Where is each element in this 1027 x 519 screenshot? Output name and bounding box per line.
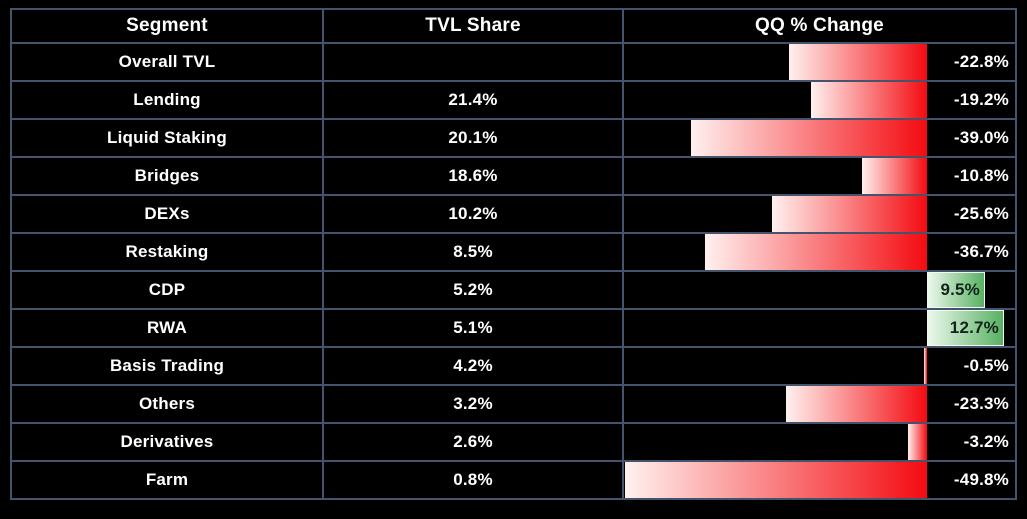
qq-change-cell: -23.3% <box>624 386 1015 422</box>
table-row: Liquid Staking 20.1% -39.0% <box>12 118 1015 156</box>
table-row: Farm 0.8% -49.8% <box>12 460 1015 498</box>
tvl-share-value: 3.2% <box>324 386 624 422</box>
tvl-share-value: 5.1% <box>324 310 624 346</box>
qq-change-bar <box>772 196 927 232</box>
qq-change-value: -23.3% <box>953 394 1009 413</box>
tvl-share-value: 0.8% <box>324 462 624 498</box>
qq-change-bar <box>625 462 927 498</box>
qq-change-bar <box>789 44 927 80</box>
qq-change-cell: -10.8% <box>624 158 1015 194</box>
qq-change-cell: -49.8% <box>624 462 1015 498</box>
table-row: Overall TVL -22.8% <box>12 42 1015 80</box>
qq-change-cell: 12.7% <box>624 310 1015 346</box>
tvl-segments-table: Segment TVL Share QQ % Change Overall TV… <box>10 8 1017 500</box>
qq-change-bar <box>705 234 927 270</box>
segment-label: Overall TVL <box>12 44 324 80</box>
column-header-qq-change: QQ % Change <box>755 15 884 36</box>
segment-label: Others <box>12 386 324 422</box>
qq-change-bar <box>811 82 927 118</box>
qq-change-cell: -25.6% <box>624 196 1015 232</box>
qq-change-value: -49.8% <box>953 470 1009 489</box>
tvl-share-value: 10.2% <box>324 196 624 232</box>
table-header: Segment TVL Share QQ % Change <box>12 10 1015 42</box>
qq-change-bar <box>691 120 927 156</box>
segment-label: RWA <box>12 310 324 346</box>
tvl-share-value: 2.6% <box>324 424 624 460</box>
tvl-share-value: 8.5% <box>324 234 624 270</box>
table-row: Basis Trading 4.2% -0.5% <box>12 346 1015 384</box>
qq-change-cell: -3.2% <box>624 424 1015 460</box>
segment-label: Bridges <box>12 158 324 194</box>
segment-label: Restaking <box>12 234 324 270</box>
segment-label: Basis Trading <box>12 348 324 384</box>
qq-change-cell: -36.7% <box>624 234 1015 270</box>
qq-change-value: 9.5% <box>940 280 980 299</box>
qq-change-value: -3.2% <box>963 432 1009 451</box>
qq-change-value: -39.0% <box>953 128 1009 147</box>
segment-label: Derivatives <box>12 424 324 460</box>
tvl-share-value: 18.6% <box>324 158 624 194</box>
qq-change-cell: -0.5% <box>624 348 1015 384</box>
qq-change-cell: -19.2% <box>624 82 1015 118</box>
column-header-segment: Segment <box>12 10 324 42</box>
qq-change-value: -25.6% <box>953 204 1009 223</box>
table-row: Others 3.2% -23.3% <box>12 384 1015 422</box>
tvl-share-value: 5.2% <box>324 272 624 308</box>
qq-change-bar <box>786 386 927 422</box>
tvl-share-value: 20.1% <box>324 120 624 156</box>
table-row: RWA 5.1% 12.7% <box>12 308 1015 346</box>
qq-change-value: -36.7% <box>953 242 1009 261</box>
qq-change-cell: 9.5% <box>624 272 1015 308</box>
segment-label: DEXs <box>12 196 324 232</box>
table-row: DEXs 10.2% -25.6% <box>12 194 1015 232</box>
qq-change-bar <box>908 424 927 460</box>
tvl-share-value: 21.4% <box>324 82 624 118</box>
table-row: Restaking 8.5% -36.7% <box>12 232 1015 270</box>
tvl-share-value: 4.2% <box>324 348 624 384</box>
table-row: Derivatives 2.6% -3.2% <box>12 422 1015 460</box>
qq-change-value: -10.8% <box>953 166 1009 185</box>
column-header-tvl-share: TVL Share <box>324 10 624 42</box>
qq-change-value: 12.7% <box>949 318 999 337</box>
qq-change-value: -0.5% <box>963 356 1009 375</box>
segment-label: Liquid Staking <box>12 120 324 156</box>
qq-change-cell: -22.8% <box>624 44 1015 80</box>
qq-change-value: -19.2% <box>953 90 1009 109</box>
qq-change-bar <box>862 158 927 194</box>
qq-change-value: -22.8% <box>953 52 1009 71</box>
tvl-share-value <box>324 44 624 80</box>
segment-label: CDP <box>12 272 324 308</box>
qq-change-cell: -39.0% <box>624 120 1015 156</box>
qq-change-bar <box>927 310 1004 346</box>
segment-label: Lending <box>12 82 324 118</box>
qq-change-bar <box>924 348 927 384</box>
table-row: CDP 5.2% 9.5% <box>12 270 1015 308</box>
segment-label: Farm <box>12 462 324 498</box>
table-row: Bridges 18.6% -10.8% <box>12 156 1015 194</box>
table-row: Lending 21.4% -19.2% <box>12 80 1015 118</box>
qq-change-bar <box>927 272 985 308</box>
